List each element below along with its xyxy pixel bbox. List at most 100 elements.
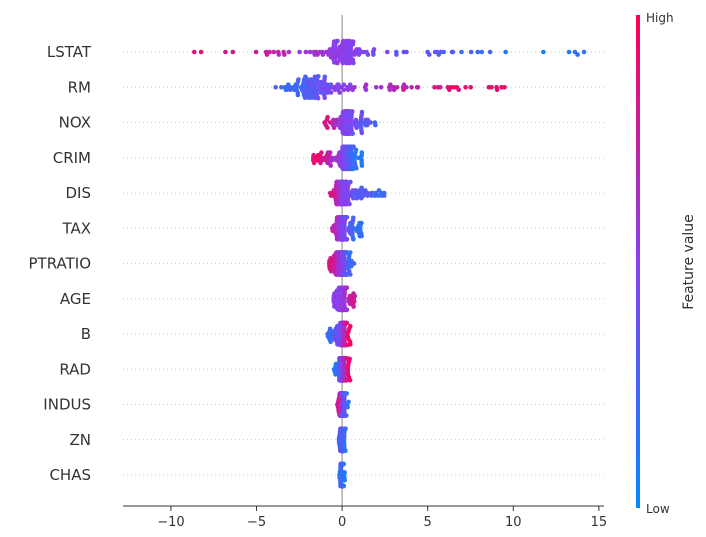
shap-point <box>475 49 481 55</box>
shap-point <box>295 92 301 98</box>
shap-point <box>359 130 365 136</box>
shap-point <box>344 285 350 291</box>
feature-label-age: AGE <box>60 290 91 308</box>
feature-labels: LSTAT RM NOX CRIM DIS TAX PTRATIO AGE B RAD INDUS Z… <box>28 43 91 484</box>
shap-point <box>463 85 468 90</box>
shap-point <box>328 90 334 95</box>
shap-point <box>341 87 347 93</box>
shap-point <box>344 307 350 313</box>
shap-point <box>575 52 580 57</box>
shap-point <box>341 461 347 467</box>
shap-point <box>271 49 277 55</box>
shap-point <box>350 131 356 136</box>
shap-point <box>267 49 272 55</box>
shap-point <box>502 85 507 90</box>
shap-point <box>415 85 421 90</box>
shap-point <box>344 391 350 396</box>
shap-point <box>371 47 377 52</box>
shap-point <box>337 90 342 95</box>
shap-point <box>359 150 365 155</box>
shap-point <box>325 115 330 120</box>
shap-point <box>388 82 393 87</box>
shap-point <box>503 49 509 55</box>
shap-point <box>307 49 313 55</box>
shap-point <box>297 49 302 55</box>
shap-point <box>365 193 370 198</box>
shap-point <box>359 220 364 226</box>
shap-point <box>409 85 414 90</box>
x-tick-label: −10 <box>157 515 184 530</box>
shap-point <box>404 49 409 55</box>
shap-point <box>468 85 474 90</box>
shap-point <box>387 87 393 93</box>
shap-point <box>427 52 432 57</box>
shap-point <box>459 49 464 55</box>
shap-point <box>365 122 370 128</box>
shap-point <box>303 49 309 55</box>
shap-point <box>351 215 356 221</box>
shap-point <box>343 448 348 454</box>
shap-point <box>286 49 292 55</box>
feature-label-b: B <box>81 325 91 343</box>
shap-point <box>359 163 365 168</box>
shap-point <box>359 185 364 191</box>
shap-point <box>347 38 353 44</box>
shap-point <box>230 49 236 55</box>
shap-point <box>223 49 228 55</box>
feature-label-nox: NOX <box>59 114 91 132</box>
shap-point <box>404 85 409 90</box>
shap-point <box>350 39 356 44</box>
shap-point <box>253 49 259 55</box>
shap-point <box>348 342 353 347</box>
shap-point <box>322 95 328 100</box>
shap-point <box>438 85 443 90</box>
shap-point <box>378 85 384 90</box>
shap-point <box>345 87 351 93</box>
feature-label-ptratio: PTRATIO <box>28 255 91 273</box>
shap-point <box>328 163 334 168</box>
shap-point <box>494 87 500 93</box>
shap-point <box>198 49 204 55</box>
shap-point <box>541 49 546 55</box>
shap-point <box>341 82 347 87</box>
shap-point <box>566 49 572 55</box>
shap-point <box>303 74 308 80</box>
shap-point <box>348 250 353 255</box>
shap-point <box>468 49 474 55</box>
x-tick-label: 10 <box>505 515 522 530</box>
shap-point <box>351 237 356 242</box>
shap-point <box>394 85 400 90</box>
feature-label-indus: INDUS <box>43 396 91 414</box>
shap-point <box>381 193 387 198</box>
shap-point <box>348 179 353 185</box>
shap-point <box>288 87 293 93</box>
shap-point <box>344 215 350 220</box>
shap-point <box>352 85 357 90</box>
shap-point <box>359 233 364 239</box>
x-tick-label: 5 <box>424 515 432 530</box>
colorbar-low-label: Low <box>646 502 670 516</box>
shap-point <box>365 52 371 57</box>
shap-point <box>279 85 284 90</box>
shap-point <box>311 160 317 166</box>
shap-point <box>353 147 359 153</box>
x-tick-label: −5 <box>247 515 266 530</box>
feature-label-dis: DIS <box>66 184 92 202</box>
shap-point <box>489 85 494 90</box>
shap-point <box>322 74 328 80</box>
shap-point <box>347 356 353 362</box>
shap-point <box>346 399 351 405</box>
shap-point <box>325 125 330 130</box>
shap-point <box>373 122 378 128</box>
shap-point <box>441 49 447 55</box>
shap-point <box>354 165 359 171</box>
shap-point <box>318 79 323 85</box>
colorbar-title: Feature value <box>681 214 697 310</box>
shap-point <box>344 237 350 242</box>
shap-point <box>352 293 358 299</box>
feature-label-zn: ZN <box>70 431 92 449</box>
shap-point <box>394 52 399 57</box>
shap-point <box>320 52 326 57</box>
shap-point <box>329 158 335 163</box>
